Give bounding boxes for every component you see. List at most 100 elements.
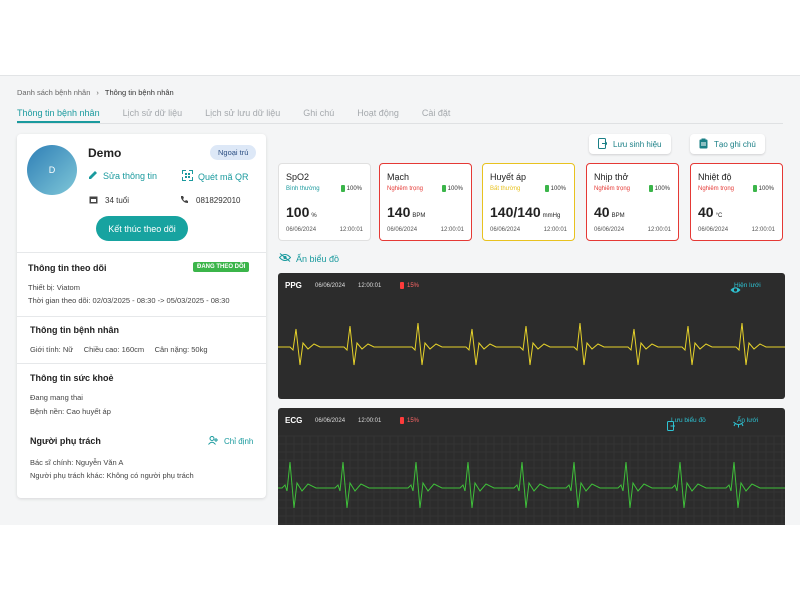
vital-title: Nhịp thở	[594, 172, 629, 182]
divider	[17, 252, 266, 253]
scan-qr-button[interactable]: Quét mã QR	[182, 170, 249, 183]
breadcrumb-separator: ›	[96, 88, 99, 97]
health-condition: Bệnh nền: Cao huyết áp	[30, 407, 111, 416]
ppg-battery-level: 15%	[407, 282, 420, 289]
ppg-waveform	[278, 322, 785, 366]
pencil-icon	[88, 170, 98, 182]
tab-data-history[interactable]: Lịch sử dữ liệu	[122, 108, 183, 118]
tab-patient-info[interactable]: Thông tin bệnh nhân	[17, 106, 100, 123]
save-chart-label: Lưu biểu đồ	[671, 417, 706, 424]
hide-grid-label: Ẩn lưới	[737, 417, 759, 424]
responsible-other: Người phụ trách khác: Không có người phụ…	[30, 471, 194, 480]
battery-indicator: 100%	[752, 185, 774, 192]
battery-indicator: 100%	[544, 185, 566, 192]
monitoring-status-badge: ĐANG THEO DÕI	[193, 262, 250, 272]
vital-value: 40 BPM	[594, 204, 625, 220]
vital-time: 12:00:01	[440, 227, 464, 233]
save-vitals-button[interactable]: Lưu sinh hiệu	[589, 134, 671, 154]
ppg-time: 12:00:01	[358, 283, 382, 289]
eye-off-icon	[278, 253, 292, 264]
vital-number: 140	[387, 204, 411, 220]
battery-icon	[441, 185, 446, 192]
patient-type-badge: Ngoại trú	[210, 145, 257, 160]
tab-save-history[interactable]: Lịch sử lưu dữ liệu	[205, 108, 281, 118]
qr-code-icon	[182, 170, 193, 183]
patient-info-details: Giới tính: Nữ Chiều cao: 160cm Cân nặng:…	[30, 345, 208, 354]
edit-info-button[interactable]: Sửa thông tin	[88, 170, 157, 182]
ppg-battery: 15%	[400, 282, 419, 289]
end-monitoring-button[interactable]: Kết thúc theo dõi	[96, 216, 188, 241]
vital-time: 12:00:01	[647, 227, 671, 233]
assign-button[interactable]: Chỉ định	[208, 436, 253, 447]
patient-phone: 0818292010	[180, 195, 241, 206]
hide-grid-button[interactable]: Ẩn lưới	[733, 417, 759, 427]
avatar: D	[27, 145, 77, 195]
ppg-trace	[278, 322, 785, 366]
ecg-waveform	[278, 461, 785, 509]
ecg-label: ECG	[285, 416, 303, 425]
vital-value: 40 °C	[698, 204, 722, 220]
vital-time: 12:00:01	[543, 227, 567, 233]
monitoring-period: Thời gian theo dõi: 02/03/2025 - 08:30 -…	[28, 296, 230, 305]
vital-card-spo2[interactable]: SpO2 Bình thường 100% 100% 06/06/2024 12…	[278, 163, 371, 241]
vital-value: 140 BPM	[387, 204, 425, 220]
tab-notes[interactable]: Ghi chú	[303, 108, 335, 118]
battery-level: 100%	[447, 185, 463, 192]
battery-level: 100%	[654, 185, 670, 192]
vital-card-respiration[interactable]: Nhịp thở Nghiêm trọng 100% 40 BPM 06/06/2…	[586, 163, 679, 241]
vital-value: 140/140 mmHg	[490, 204, 560, 220]
vital-number: 40	[594, 204, 610, 220]
create-note-button[interactable]: Tạo ghi chú	[690, 134, 765, 154]
vital-card-pulse[interactable]: Mạch Nghiêm trọng 100% 140 BPM 06/06/2024…	[379, 163, 472, 241]
divider	[17, 363, 266, 364]
vital-unit: %	[311, 213, 317, 219]
health-title: Thông tin sức khoẻ	[30, 373, 114, 383]
vital-card-blood-pressure[interactable]: Huyết áp Bất thường 100% 140/140 mmHg 06/…	[482, 163, 575, 241]
vital-number: 100	[286, 204, 310, 220]
ecg-time: 12:00:01	[358, 418, 382, 424]
create-note-label: Tạo ghi chú	[714, 139, 756, 149]
ecg-grid	[278, 435, 785, 525]
patient-phone-value: 0818292010	[196, 196, 241, 205]
vital-date: 06/06/2024	[594, 227, 625, 233]
edit-info-label: Sửa thông tin	[103, 171, 158, 181]
show-grid-button[interactable]: Hiện lưới	[730, 282, 761, 293]
vital-unit: BPM	[611, 213, 625, 219]
vital-date: 06/06/2024	[698, 227, 729, 233]
divider	[17, 316, 266, 317]
ppg-waveform-panel: PPG 06/06/2024 12:00:01 15% Hiện lưới	[278, 273, 785, 399]
responsible-doctor: Bác sĩ chính: Nguyễn Văn A	[30, 458, 124, 467]
app-frame: Danh sách bệnh nhân › Thông tin bệnh nhâ…	[0, 75, 800, 525]
vital-date: 06/06/2024	[490, 227, 521, 233]
patient-card: D Demo Ngoại trú Sửa thông tin Quét mã Q…	[17, 134, 266, 498]
patient-age: 34 tuổi	[89, 195, 129, 206]
tab-settings[interactable]: Cài đặt	[421, 108, 451, 118]
scan-qr-label: Quét mã QR	[198, 171, 249, 182]
vital-status: Bất thường	[490, 186, 521, 192]
ecg-waveform-panel: ECG 06/06/2024 12:00:01 15% Lưu biểu đồ …	[278, 408, 785, 525]
vital-time: 12:00:01	[339, 227, 363, 233]
battery-icon	[400, 417, 404, 424]
patient-info-title: Thông tin bệnh nhân	[30, 325, 119, 335]
save-vitals-label: Lưu sinh hiệu	[613, 139, 662, 149]
battery-icon	[544, 185, 549, 192]
calendar-icon	[89, 195, 98, 206]
vital-date: 06/06/2024	[286, 227, 317, 233]
assign-label: Chỉ định	[224, 437, 254, 446]
vital-unit: mmHg	[542, 213, 561, 219]
vital-time: 12:00:01	[751, 227, 775, 233]
vital-card-temperature[interactable]: Nhiệt độ Nghiêm trọng 100% 40 °C 06/06/20…	[690, 163, 783, 241]
vital-unit: BPM	[412, 213, 426, 219]
hide-chart-toggle[interactable]: Ẩn biểu đồ	[278, 253, 339, 264]
ppg-label: PPG	[285, 281, 302, 290]
vital-unit: °C	[715, 213, 723, 219]
vital-status: Bình thường	[286, 186, 320, 192]
breadcrumb-parent-link[interactable]: Danh sách bệnh nhân	[17, 88, 91, 97]
ecg-battery-level: 15%	[407, 417, 420, 424]
tab-activity[interactable]: Hoạt động	[357, 108, 399, 118]
breadcrumb-current: Thông tin bệnh nhân	[104, 88, 174, 97]
battery-icon	[752, 185, 757, 192]
health-pregnancy: Đang mang thai	[30, 393, 83, 402]
save-chart-button[interactable]: Lưu biểu đồ	[667, 417, 706, 431]
vital-title: SpO2	[286, 172, 310, 182]
